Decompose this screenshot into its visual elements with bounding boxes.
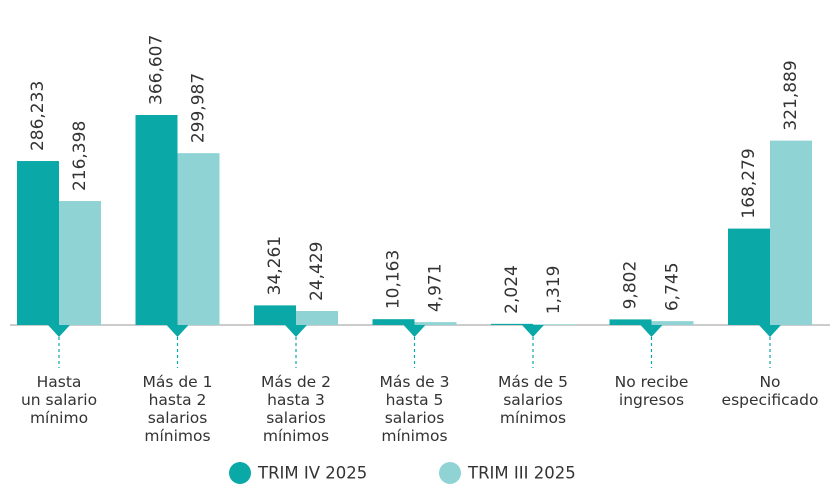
legend-label: TRIM IV 2025 xyxy=(257,464,367,483)
bar xyxy=(533,324,575,325)
category-pointer xyxy=(640,325,663,337)
value-label: 168,279 xyxy=(739,148,759,218)
x-tick-label: mínimo xyxy=(30,409,88,427)
value-label: 4,971 xyxy=(426,263,446,312)
category-pointer xyxy=(48,325,70,337)
bar xyxy=(609,319,652,325)
x-tick-label: hasta 5 xyxy=(386,391,444,409)
value-label: 34,261 xyxy=(265,236,285,295)
value-label: 299,987 xyxy=(189,73,209,143)
value-label: 366,607 xyxy=(147,35,167,105)
legend-swatch xyxy=(439,462,461,484)
value-label: 216,398 xyxy=(70,121,90,191)
value-label: 1,319 xyxy=(544,266,564,315)
category-pointer xyxy=(166,325,189,337)
x-tick-label: No recibe xyxy=(615,373,689,391)
x-tick-label: mínimos xyxy=(381,427,447,445)
value-label: 6,745 xyxy=(663,262,683,311)
value-label: 10,163 xyxy=(384,250,404,309)
x-tick-label: mínimos xyxy=(500,409,566,427)
x-tick-label: Más de 2 xyxy=(261,373,331,391)
x-tick-label: salarios xyxy=(266,409,326,427)
category-pointer xyxy=(403,325,426,337)
legend-swatch xyxy=(229,462,251,484)
x-tick-label: un salario xyxy=(21,391,97,409)
value-label: 24,429 xyxy=(307,242,327,301)
value-label: 9,802 xyxy=(621,261,641,310)
x-tick-label: especificado xyxy=(722,391,819,409)
category-pointer xyxy=(285,325,307,337)
bar xyxy=(17,161,59,325)
category-pointer xyxy=(759,325,781,337)
bar xyxy=(728,228,770,325)
bar xyxy=(59,201,101,325)
x-tick-label: hasta 2 xyxy=(149,391,207,409)
x-tick-label: salarios xyxy=(503,391,563,409)
x-tick-label: Más de 3 xyxy=(379,373,449,391)
bar xyxy=(372,319,415,325)
bar xyxy=(651,321,694,325)
x-tick-label: Más de 5 xyxy=(498,373,568,391)
x-tick-label: hasta 3 xyxy=(267,391,325,409)
x-tick-label: mínimos xyxy=(263,427,329,445)
bar xyxy=(414,322,457,325)
bar xyxy=(296,311,338,325)
value-label: 321,889 xyxy=(781,60,801,130)
bar xyxy=(770,140,812,325)
x-tick-label: salarios xyxy=(385,409,445,427)
value-label: 286,233 xyxy=(28,81,48,151)
bar xyxy=(135,115,178,325)
bar xyxy=(491,323,533,325)
bar xyxy=(177,153,220,325)
category-pointer xyxy=(522,325,544,337)
x-tick-label: Hasta xyxy=(37,373,82,391)
x-tick-label: No xyxy=(759,373,780,391)
value-label: 2,024 xyxy=(502,265,522,314)
x-tick-label: mínimos xyxy=(144,427,210,445)
x-tick-label: Más de 1 xyxy=(142,373,212,391)
bar xyxy=(254,305,296,325)
x-tick-label: salarios xyxy=(148,409,208,427)
legend-label: TRIM III 2025 xyxy=(467,464,576,483)
x-tick-label: ingresos xyxy=(619,391,684,409)
